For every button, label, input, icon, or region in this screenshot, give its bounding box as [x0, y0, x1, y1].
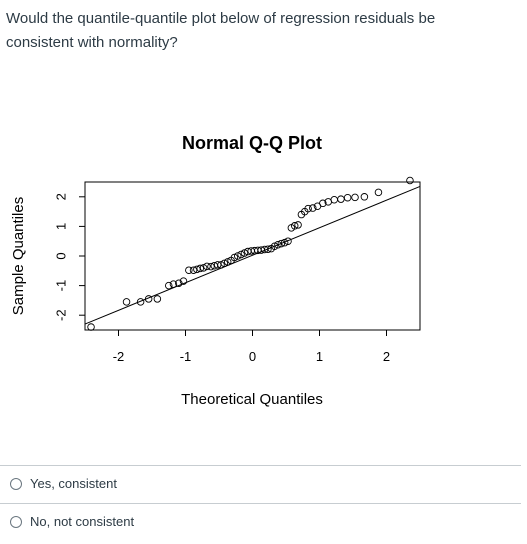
data-point: [277, 239, 286, 248]
data-point: [207, 262, 215, 271]
data-point: [264, 245, 272, 253]
data-point: [122, 298, 131, 306]
data-point: [164, 281, 173, 290]
x-tick-label: 0: [249, 349, 256, 364]
data-point: [185, 266, 193, 274]
chart-marks: -2 -1 0 1 2 -2 -1 0 1 2: [53, 176, 421, 364]
y-tick-label: 0: [53, 252, 68, 259]
data-point: [330, 196, 338, 204]
x-tick-label: 2: [383, 349, 390, 364]
data-point: [223, 258, 232, 266]
y-tick-label: 1: [53, 223, 68, 230]
data-point: [230, 253, 239, 262]
qq-plot-svg: Normal Q-Q Plot Theoretical Quantiles Sa…: [10, 133, 421, 408]
y-tick-label: -2: [53, 309, 68, 321]
divider-middle: [0, 503, 521, 504]
data-point: [189, 266, 198, 274]
question-text: Would the quantile-quantile plot below o…: [6, 10, 436, 51]
radio-button-yes[interactable]: [10, 477, 22, 490]
x-tick-label: -1: [180, 349, 192, 364]
data-point: [360, 193, 369, 201]
data-point: [280, 238, 289, 247]
data-point: [237, 250, 245, 259]
data-point: [217, 261, 225, 269]
data-point: [203, 262, 211, 271]
data-point: [304, 204, 312, 213]
data-point: [240, 249, 249, 257]
data-point: [294, 221, 302, 229]
data-point: [309, 204, 317, 212]
data-point: [234, 252, 242, 260]
x-tick-label: -2: [113, 349, 125, 364]
option-label: Yes, consistent: [30, 476, 117, 491]
data-point: [290, 222, 299, 230]
data-point: [196, 264, 204, 273]
option-no-not-consistent[interactable]: No, not consistent: [10, 514, 134, 529]
data-point: [337, 195, 345, 203]
data-point: [220, 259, 229, 268]
data-point: [270, 242, 279, 250]
y-tick-label: 2: [53, 193, 68, 200]
y-tick-label: -1: [53, 280, 68, 292]
data-point: [87, 323, 95, 331]
plot-frame: [84, 181, 421, 331]
data-point: [319, 199, 327, 208]
x-axis-label: Theoretical Quantiles: [181, 391, 323, 408]
data-point: [374, 188, 383, 197]
data-point: [343, 193, 352, 202]
data-point: [274, 241, 282, 249]
divider-top: [0, 465, 521, 466]
data-point: [199, 264, 208, 272]
chart-title: Normal Q-Q Plot: [182, 133, 322, 153]
data-point: [351, 193, 359, 202]
data-point: [144, 295, 153, 303]
data-point: [175, 279, 183, 287]
data-point: [153, 295, 162, 303]
data-point: [169, 280, 178, 288]
option-yes-consistent[interactable]: Yes, consistent: [10, 476, 117, 491]
data-point: [136, 298, 145, 306]
data-point: [284, 237, 292, 245]
option-label: No, not consistent: [30, 514, 135, 529]
qq-plot: Normal Q-Q Plot Theoretical Quantiles Sa…: [0, 120, 527, 420]
data-point: [406, 176, 414, 185]
qq-reference-line: [84, 185, 421, 325]
data-point: [179, 277, 188, 285]
radio-button-no[interactable]: [10, 515, 22, 528]
y-axis-label: Sample Quantiles: [10, 197, 27, 315]
x-tick-label: 1: [316, 349, 323, 364]
